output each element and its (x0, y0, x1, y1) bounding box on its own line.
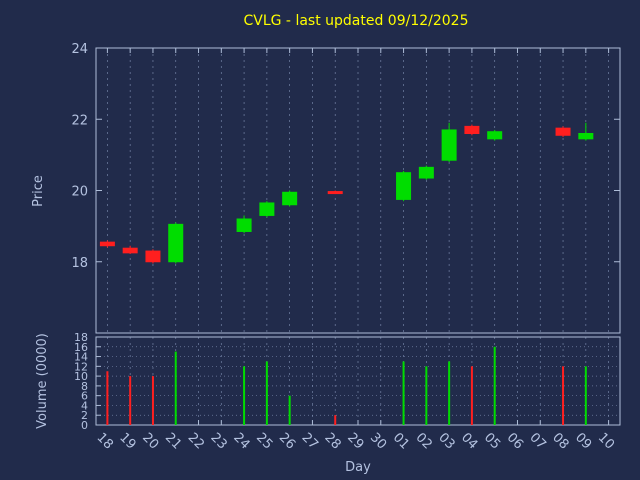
volume-axis-label: Volume (0000) (35, 333, 50, 429)
candle-body-day-05 (487, 131, 503, 140)
candle-body-day-21 (168, 223, 184, 263)
volume-tick-label: 0 (81, 419, 88, 432)
candle-body-day-20 (145, 250, 161, 263)
candle-body-day-25 (259, 202, 275, 216)
price-tick-label: 18 (71, 256, 88, 271)
price-axis-label: Price (31, 175, 46, 207)
price-tick-label: 22 (71, 113, 88, 128)
candle-body-day-19 (122, 247, 138, 254)
chart-title: CVLG - last updated 09/12/2025 (243, 13, 468, 29)
candle-body-day-28 (327, 191, 343, 195)
candle-body-day-03 (441, 129, 457, 161)
candle-body-day-09 (578, 133, 594, 140)
volume-tick-label: 6 (81, 390, 88, 403)
candle-body-day-08 (555, 127, 571, 136)
candle-body-day-01 (396, 172, 412, 200)
candle-body-day-26 (282, 191, 298, 206)
candlesticks (99, 122, 594, 264)
volume-tick-label: 18 (74, 331, 88, 344)
volume-tick-label: 2 (81, 409, 88, 422)
price-tick-label: 24 (71, 42, 88, 57)
volume-tick-label: 16 (74, 341, 88, 354)
candle-body-day-02 (418, 166, 434, 179)
x-axis-label: Day (345, 460, 371, 475)
volume-tick-label: 8 (81, 380, 88, 393)
price-tick-label: 20 (71, 185, 88, 200)
candle-body-day-18 (99, 241, 115, 247)
candle-body-day-04 (464, 125, 480, 134)
volume-tick-label: 10 (74, 370, 88, 383)
candle-body-day-24 (236, 218, 252, 232)
volume-bars (106, 346, 587, 425)
volume-tick-label: 14 (74, 351, 88, 364)
volume-tick-label: 12 (74, 360, 88, 373)
volume-tick-label: 4 (81, 399, 88, 412)
